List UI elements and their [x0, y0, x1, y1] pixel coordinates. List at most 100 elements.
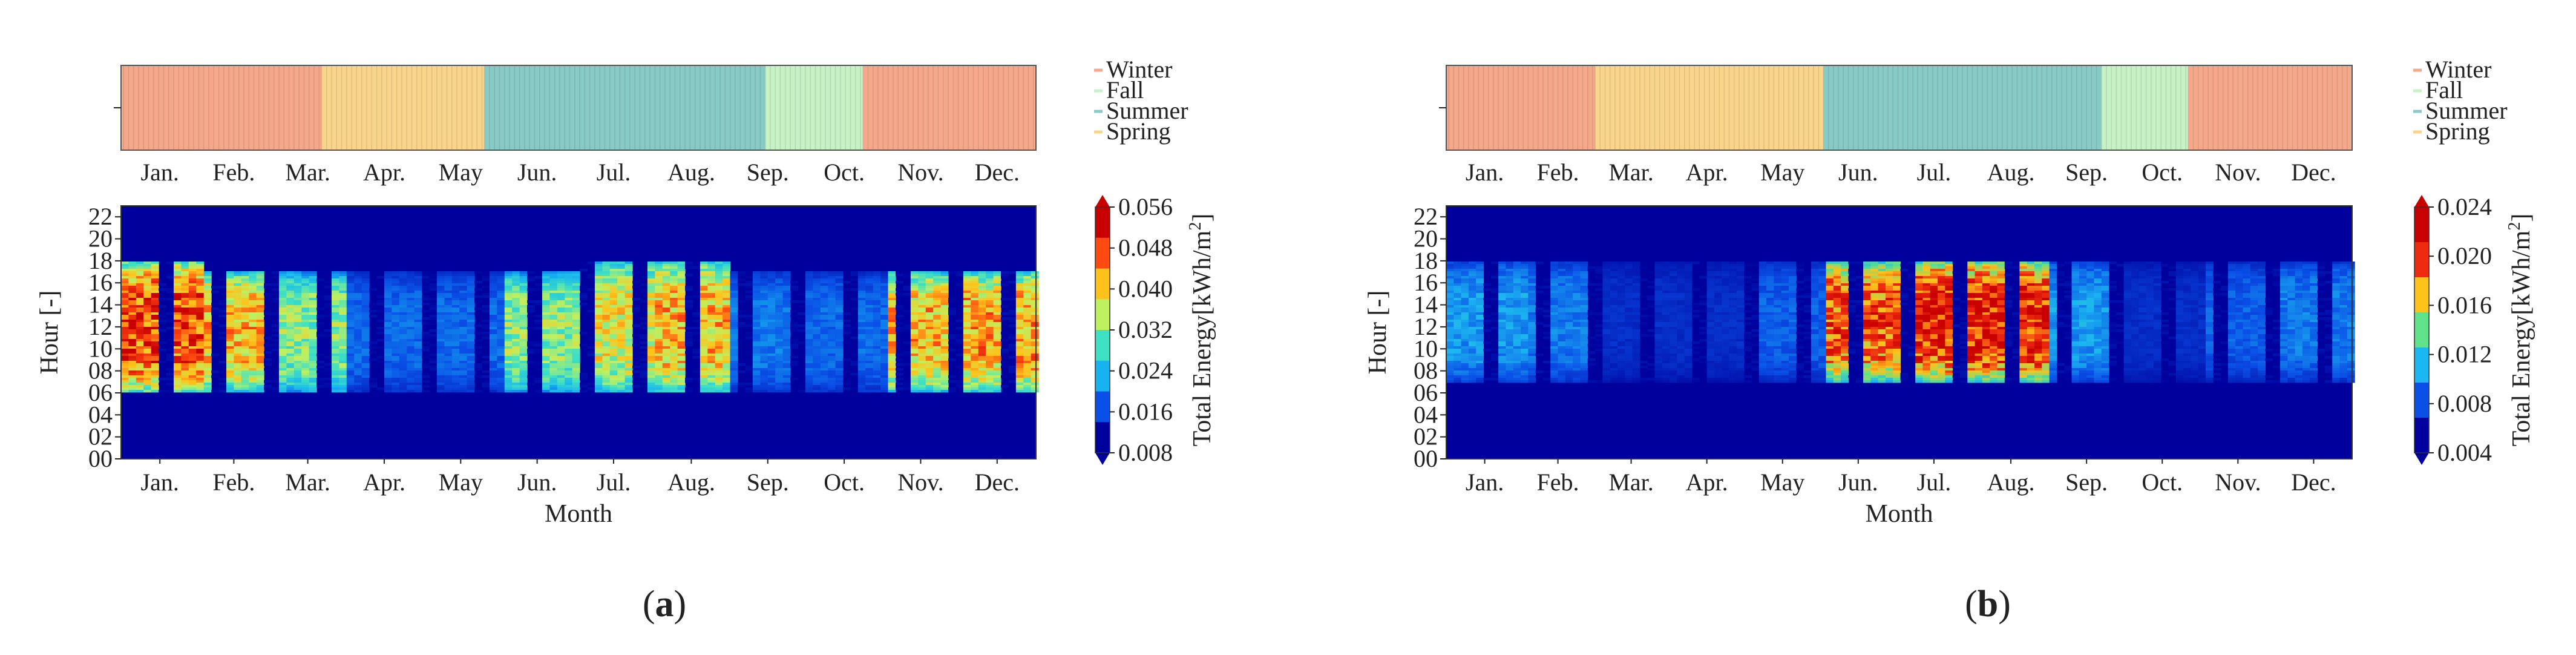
- panel-caption: (a): [643, 584, 686, 625]
- colorbar-segment: [1095, 207, 1110, 238]
- colorbar-segment: [2414, 207, 2429, 243]
- panel-caption: (b): [1965, 584, 2011, 625]
- heatmap-xtick-label: Feb.: [1537, 469, 1579, 496]
- colorbar-tick-label: 0.040: [1118, 275, 1173, 302]
- colorbar-tick-label: 0.012: [2437, 341, 2492, 368]
- heatmap-xtick-label: Mar.: [1608, 469, 1653, 496]
- heatmap-xtick-label: Jan.: [1466, 469, 1504, 496]
- season-xtick-label: May: [439, 159, 483, 186]
- colorbar: 0.004 0.008 0.012 0.016 0.020 0.024 Total Ener…: [2414, 193, 2535, 466]
- heatmap-xtick-label: Jan.: [141, 469, 179, 496]
- heatmap-xtick-label: Sep.: [2065, 469, 2108, 496]
- season-xtick-label: Dec.: [975, 159, 1020, 186]
- x-axis-label: Month: [545, 500, 612, 528]
- season-xtick-label: Jul.: [1917, 159, 1952, 186]
- colorbar-tick-label: 0.056: [1118, 193, 1173, 220]
- colorbar-tick-label: 0.024: [2437, 193, 2492, 220]
- heatmap-xtick-label: Nov.: [897, 469, 943, 496]
- colorbar-label-end: ]: [2508, 214, 2535, 222]
- heatmap-xtick-label: May: [1760, 469, 1804, 496]
- heatmap-xtick-label: Jun.: [1838, 469, 1878, 496]
- colorbar-segment: [1095, 330, 1110, 361]
- heatmap-xtick-label: Jul.: [1917, 469, 1952, 496]
- season-xtick-label: Sep.: [2065, 159, 2108, 186]
- legend-label-spring: Spring: [1106, 117, 1171, 145]
- season-xtick-label: Oct.: [824, 159, 865, 186]
- season-xtick-label: Aug.: [667, 159, 715, 186]
- season-block-spring: [321, 65, 484, 150]
- y-axis-label: Hour [-]: [1364, 291, 1392, 375]
- panel-b: Jan. Feb. Mar. Apr. May Jun. Jul. Aug. Sep. Oct. N…: [1364, 56, 2535, 625]
- heatmap-xtick-label: Apr.: [363, 469, 405, 496]
- colorbar-segment: [2414, 383, 2429, 418]
- heatmap-xtick-label: Oct.: [2142, 469, 2183, 496]
- season-xtick-label: Jul.: [597, 159, 631, 186]
- colorbar-tick-label: 0.016: [1118, 398, 1173, 425]
- y-axis-label: Hour [-]: [36, 291, 64, 375]
- colorbar-segment: [2414, 277, 2429, 313]
- colorbar-max-arrow: [2414, 195, 2429, 207]
- colorbar-tick-label: 0.020: [2437, 242, 2492, 269]
- colorbar-tick-label: 0.048: [1118, 234, 1173, 262]
- colorbar-tick-label: 0.008: [2437, 390, 2492, 417]
- season-xtick-label: Jun.: [517, 159, 557, 186]
- season-xtick-label: Mar.: [1608, 159, 1653, 186]
- season-xtick-label: Sep.: [747, 159, 789, 186]
- season-xtick-label: Nov.: [897, 159, 943, 186]
- heatmap-xtick-label: Apr.: [1686, 469, 1728, 496]
- colorbar-segment: [1095, 422, 1110, 453]
- season-block-winter: [863, 65, 1036, 150]
- season-xtick-label: Jun.: [1838, 159, 1878, 186]
- colorbar: 0.0080.0160.0240.0320.0400.0480.056Total…: [1095, 193, 1216, 466]
- heatmap-xtick-label: Aug.: [667, 469, 715, 496]
- season-xtick-label: Feb.: [1537, 159, 1579, 186]
- season-xtick-label: Jan.: [141, 159, 179, 186]
- season-strip: Jan. Feb. Mar. Apr. May Jun. Jul. Aug. Sep. Oct. N…: [1439, 65, 2352, 186]
- heatmap: 000204060810121416182022Jan.Feb.Mar.Apr.…: [36, 203, 1039, 528]
- heatmap-xtick-label: Nov.: [2215, 469, 2261, 496]
- season-block-winter: [121, 65, 321, 150]
- season-xtick-label: Jan.: [1466, 159, 1504, 186]
- heatmap-xtick-label: Jul.: [597, 469, 631, 496]
- panel-caption-letter: a: [655, 584, 674, 625]
- colorbar-segment: [2414, 418, 2429, 453]
- heatmap-xtick-label: May: [439, 469, 483, 496]
- heatmap: 000204060810121416182022Jan.Feb.Mar.Apr.…: [1364, 203, 2355, 528]
- season-xtick-label: Feb.: [212, 159, 255, 186]
- colorbar-tick-label: 0.032: [1118, 316, 1173, 343]
- season-xtick-label: Aug.: [1987, 159, 2035, 186]
- season-xtick-label: Dec.: [2291, 159, 2336, 186]
- heatmap-xtick-label: Feb.: [212, 469, 255, 496]
- colorbar-tick-label: 0.024: [1118, 357, 1173, 384]
- colorbar-min-arrow: [2414, 453, 2429, 465]
- season-xtick-label: Apr.: [1686, 159, 1728, 186]
- colorbar-label-text: Total Energy[kWh/m: [1188, 230, 1216, 446]
- legend-label-spring: Spring: [2425, 117, 2490, 145]
- colorbar-label: Total Energy[kWh/m2]: [1186, 214, 1216, 447]
- season-xtick-label: May: [1760, 159, 1804, 186]
- heatmap-xtick-label: Aug.: [1987, 469, 2035, 496]
- colorbar-tick-label: 0.016: [2437, 291, 2492, 318]
- colorbar-segment: [1095, 269, 1110, 300]
- season-xtick-label: Oct.: [2142, 159, 2183, 186]
- season-xtick-label: Nov.: [2215, 159, 2261, 186]
- colorbar-segment: [2414, 242, 2429, 278]
- heatmap-xtick-label: Dec.: [975, 469, 1020, 496]
- colorbar-label-sup: 2: [1186, 222, 1205, 231]
- colorbar-label-sup: 2: [2505, 222, 2524, 231]
- colorbar-tick-label: 0.004: [2437, 439, 2492, 466]
- colorbar-label: Total Energy[kWh/m2]: [2505, 214, 2535, 447]
- colorbar-label-end: ]: [1188, 214, 1216, 222]
- season-block-fall: [2102, 65, 2189, 150]
- season-xtick-label: Apr.: [363, 159, 405, 186]
- colorbar-segment: [2414, 347, 2429, 383]
- heatmap-ytick-label: 22: [1414, 203, 1438, 230]
- colorbar-segment: [1095, 238, 1110, 269]
- heatmap-xtick-label: Sep.: [747, 469, 789, 496]
- heatmap-xtick-label: Dec.: [2291, 469, 2336, 496]
